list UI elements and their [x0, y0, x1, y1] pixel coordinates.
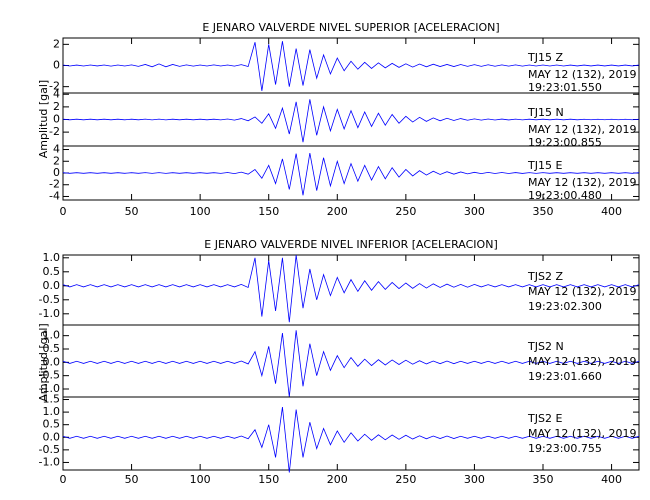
x-tick-label: 250 [395, 473, 416, 486]
x-tick-label: 150 [258, 473, 279, 486]
y-tick-label: -1.0 [39, 382, 60, 395]
trace-label: 19:23:00.480 [528, 189, 602, 202]
x-tick-label: 50 [125, 205, 139, 218]
y-tick-label: 2 [53, 37, 60, 50]
trace-label: MAY 12 (132), 2019 [528, 176, 636, 189]
x-tick-label: 350 [533, 205, 554, 218]
x-tick-label: 200 [327, 473, 348, 486]
x-tick-label: 0 [60, 473, 67, 486]
trace-label: MAY 12 (132), 2019 [528, 355, 636, 368]
y-tick-label: 0.5 [43, 265, 61, 278]
waveform [62, 330, 640, 398]
trace-label: 19:23:01.660 [528, 370, 602, 383]
chart-title: E JENARO VALVERDE NIVEL INFERIOR [ACELER… [204, 238, 497, 251]
y-tick-label: 1.0 [43, 329, 61, 342]
y-tick-label: 2 [53, 100, 60, 113]
y-tick-label: -0.5 [39, 369, 60, 382]
y-tick-label: 1.0 [43, 405, 61, 418]
chart-title: E JENARO VALVERDE NIVEL SUPERIOR [ACELER… [202, 21, 499, 34]
y-tick-label: -2 [49, 178, 60, 191]
x-tick-label: 350 [533, 473, 554, 486]
trace-label: MAY 12 (132), 2019 [528, 285, 636, 298]
x-tick-label: 400 [601, 205, 622, 218]
x-tick-label: 150 [258, 205, 279, 218]
x-tick-label: 400 [601, 473, 622, 486]
y-tick-label: -1.0 [39, 455, 60, 468]
trace-label: 19:23:00.755 [528, 442, 602, 455]
trace-label: TJS2 Z [527, 270, 563, 283]
y-tick-label: 0 [53, 166, 60, 179]
y-tick-label: -1.0 [39, 307, 60, 320]
x-tick-label: 250 [395, 205, 416, 218]
y-tick-label: -0.5 [39, 293, 60, 306]
waveform [62, 254, 640, 323]
trace-label: MAY 12 (132), 2019 [528, 427, 636, 440]
y-tick-label: -2 [49, 80, 60, 93]
x-tick-label: 0 [60, 205, 67, 218]
panel-frame [62, 396, 640, 471]
y-tick-label: 0.5 [43, 342, 61, 355]
y-tick-label: 0 [53, 113, 60, 126]
y-tick-label: 0.0 [43, 430, 61, 443]
waveform [62, 407, 640, 473]
trace-label: 19:23:01.550 [528, 81, 602, 94]
waveform [62, 41, 640, 91]
y-tick-label: 1.0 [43, 251, 61, 264]
trace-label: TJ15 N [527, 106, 564, 119]
y-tick-label: -2 [49, 125, 60, 138]
trace-label: MAY 12 (132), 2019 [528, 68, 636, 81]
trace-label: TJS2 E [527, 412, 562, 425]
x-tick-label: 300 [464, 473, 485, 486]
y-tick-label: 1.5 [43, 393, 61, 406]
x-tick-label: 200 [327, 205, 348, 218]
y-tick-label: -4 [49, 189, 60, 202]
x-tick-label: 50 [125, 473, 139, 486]
trace-label: 19:23:00.855 [528, 136, 602, 149]
y-axis-label: Amplitud [gal] [37, 80, 50, 158]
y-tick-label: 4 [53, 143, 60, 156]
waveform [62, 152, 640, 196]
trace-label: TJ15 E [527, 159, 562, 172]
y-tick-label: 2 [53, 154, 60, 167]
y-tick-label: 0.0 [43, 279, 61, 292]
x-tick-label: 100 [190, 205, 211, 218]
trace-label: TJS2 N [527, 340, 564, 353]
trace-label: 19:23:02.300 [528, 300, 602, 313]
y-tick-label: 0.0 [43, 355, 61, 368]
trace-label: TJ15 Z [527, 51, 563, 64]
y-axis-label: Amplitud [gal] [37, 323, 50, 401]
y-tick-label: 0 [53, 59, 60, 72]
x-tick-label: 300 [464, 205, 485, 218]
y-tick-label: 0.5 [43, 418, 61, 431]
y-tick-label: -0.5 [39, 443, 60, 456]
waveform [62, 99, 640, 143]
trace-label: MAY 12 (132), 2019 [528, 123, 636, 136]
y-tick-label: 4 [53, 87, 60, 100]
x-tick-label: 100 [190, 473, 211, 486]
